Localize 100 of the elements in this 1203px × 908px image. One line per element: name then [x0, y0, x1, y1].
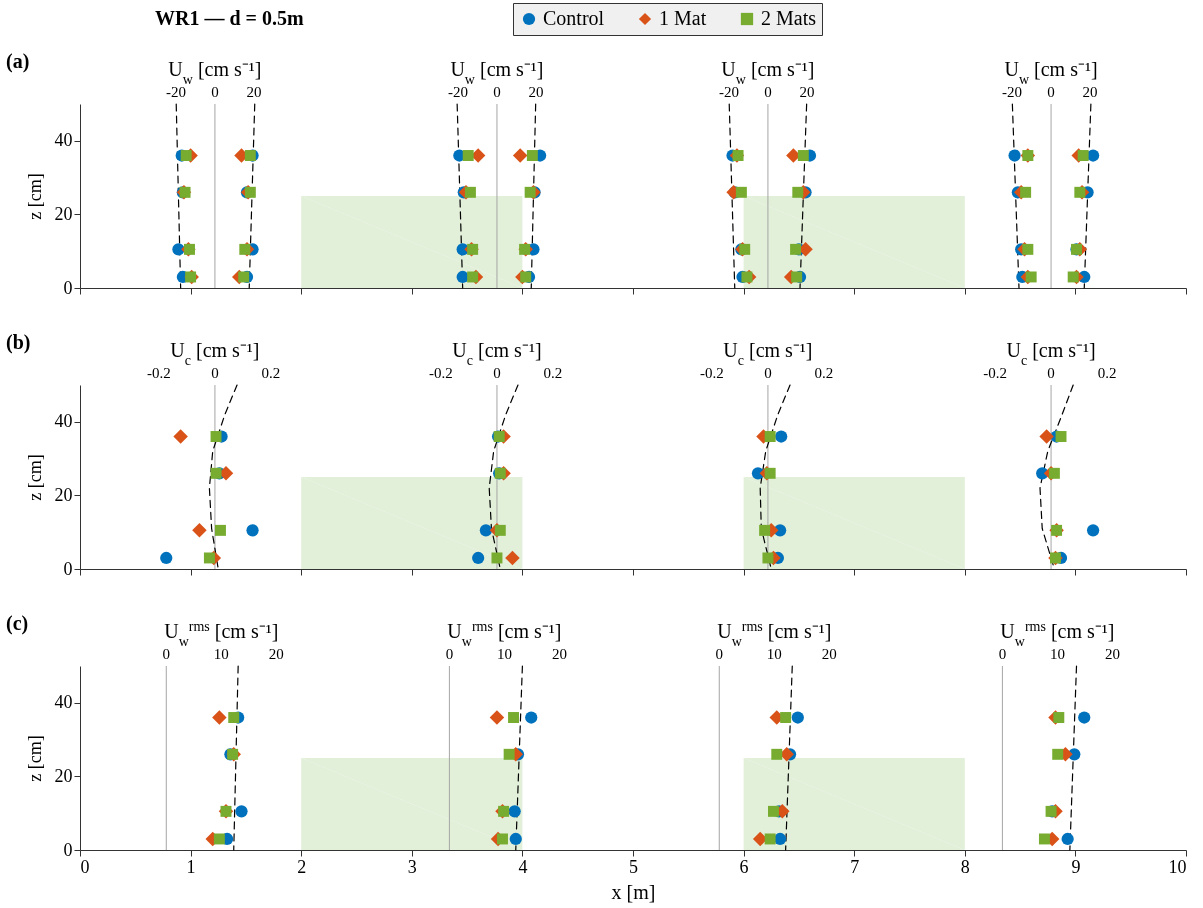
- text: 0: [764, 365, 772, 381]
- point: [228, 712, 240, 723]
- text: (b): [6, 331, 31, 354]
- legend-label: 1 Mat: [659, 7, 707, 29]
- point: [791, 711, 804, 724]
- point: [526, 150, 538, 161]
- point: [462, 150, 474, 161]
- x-axis-title: x [m]: [611, 880, 656, 903]
- point: [508, 712, 520, 723]
- text: -20: [447, 84, 468, 100]
- text: 0.2: [543, 365, 563, 381]
- point: [239, 243, 251, 255]
- x-tick-label: 1: [186, 856, 196, 877]
- point: [512, 148, 528, 163]
- text: U$_{w}$ [cm s⁻¹]: [450, 58, 544, 87]
- point: [497, 833, 508, 845]
- text: 20: [551, 646, 567, 662]
- point: [244, 186, 256, 198]
- point: [524, 186, 536, 198]
- point: [213, 833, 225, 845]
- point: [467, 271, 479, 283]
- y-tick-label: 20: [54, 203, 73, 224]
- x-tick-label: 10: [1168, 856, 1187, 877]
- point: [1025, 271, 1037, 283]
- text: 0: [998, 646, 1007, 662]
- point: [759, 524, 771, 536]
- point: [1067, 271, 1079, 283]
- point: [1074, 186, 1086, 198]
- text: U$_{c}$ [cm s⁻¹]: [723, 339, 813, 368]
- point: [764, 833, 776, 845]
- point: [1053, 712, 1065, 723]
- text: (a): [6, 50, 30, 73]
- point: [1020, 186, 1032, 198]
- point: [1038, 833, 1050, 845]
- text: 0: [1047, 365, 1055, 381]
- point: [494, 524, 506, 536]
- point: [520, 271, 532, 283]
- point: [735, 186, 747, 198]
- text: 20: [1082, 84, 1098, 100]
- point: [775, 430, 788, 443]
- text: U$_{c}$ [cm s⁻¹]: [170, 339, 260, 368]
- text: 0: [493, 365, 501, 381]
- text: U$_{c}$ [cm s⁻¹]: [1006, 339, 1096, 368]
- point: [792, 186, 804, 198]
- text: 20: [268, 646, 284, 662]
- y-axis-title: z [cm]: [24, 454, 45, 501]
- text: -0.2: [429, 365, 453, 381]
- text: U$_{w}$ [cm s⁻¹]: [721, 58, 815, 87]
- text: 0: [162, 646, 171, 662]
- point: [489, 710, 505, 725]
- point: [238, 271, 250, 283]
- point: [203, 552, 215, 564]
- text: 0: [211, 365, 219, 381]
- text: -20: [165, 84, 186, 100]
- point: [509, 832, 522, 846]
- x-tick-label: 3: [407, 856, 417, 877]
- x-tick-label: 6: [739, 856, 749, 877]
- y-axis-title: z [cm]: [24, 735, 45, 782]
- text: 10: [766, 646, 782, 662]
- point: [192, 523, 207, 538]
- x-tick-label: 9: [1071, 856, 1081, 877]
- point: [160, 551, 173, 565]
- text: 10: [213, 646, 229, 662]
- text: 20: [821, 646, 837, 662]
- x-tick-label: 2: [297, 856, 307, 877]
- point: [771, 748, 783, 760]
- x-tick-label: 0: [80, 856, 90, 877]
- y-tick-label: 40: [54, 130, 73, 151]
- x-tick-label: 4: [518, 856, 528, 877]
- point: [210, 431, 222, 442]
- text: 0.2: [814, 365, 834, 381]
- point: [780, 712, 792, 723]
- text: U$_{w}$$^{rms}$ [cm s⁻¹]: [164, 618, 279, 649]
- text: 0.2: [1097, 365, 1117, 381]
- text: -20: [1002, 84, 1023, 100]
- text: 20: [1104, 646, 1120, 662]
- point: [1061, 832, 1074, 846]
- point: [180, 150, 192, 161]
- x-tick-label: 8: [960, 856, 970, 877]
- text: (c): [6, 612, 29, 635]
- text: 20: [246, 84, 262, 100]
- text: 0.2: [261, 365, 281, 381]
- text: U$_{w}$$^{rms}$ [cm s⁻¹]: [447, 618, 562, 649]
- point: [525, 711, 538, 724]
- point: [1077, 150, 1089, 161]
- text: -0.2: [983, 365, 1007, 381]
- point: [210, 467, 222, 479]
- point: [1039, 429, 1054, 444]
- text: -0.2: [147, 365, 171, 381]
- point: [1052, 748, 1064, 760]
- point: [741, 271, 753, 283]
- text: U$_{w}$$^{rms}$ [cm s⁻¹]: [1000, 618, 1115, 649]
- text: 0: [715, 646, 724, 662]
- point: [762, 552, 774, 564]
- legend-label: 2 Mats: [761, 7, 817, 29]
- point: [173, 429, 188, 444]
- y-tick-label: 40: [54, 411, 73, 432]
- y-tick-label: 0: [63, 277, 73, 298]
- point: [739, 243, 751, 255]
- point: [508, 805, 521, 818]
